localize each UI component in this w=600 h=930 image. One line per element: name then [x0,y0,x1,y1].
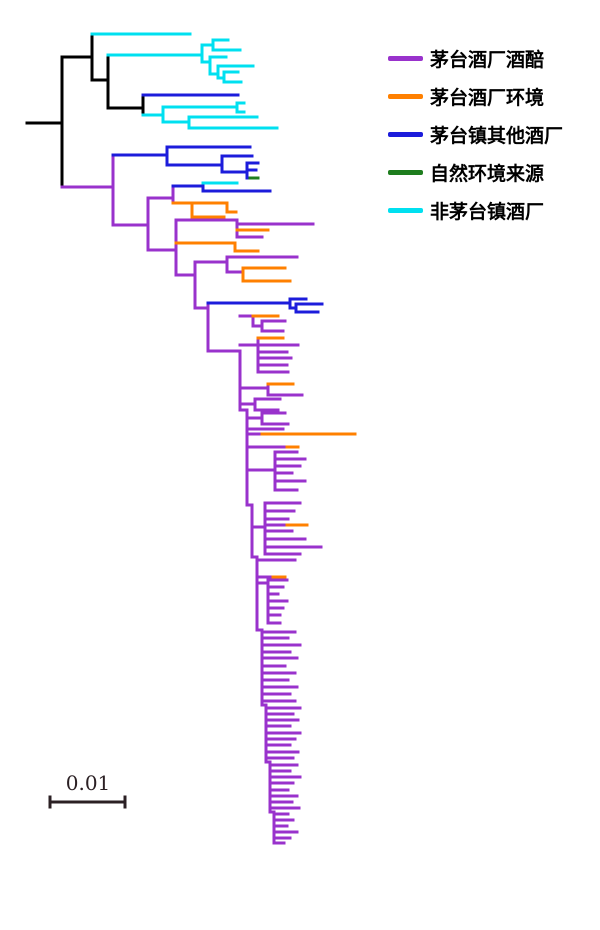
legend-item-label: 茅台酒厂环境 [430,86,545,109]
scale-bar-label: 0.01 [65,771,111,795]
legend-item-maotai-distillery-environment: 茅台酒厂环境 [388,77,563,115]
legend-item-natural-environment-source: 自然环境来源 [388,153,563,191]
legend-color-line-cyan [388,207,423,213]
legend-color-line-purple [388,55,423,61]
legend-item-maotai-distillery-jiupei: 茅台酒厂酒醅 [388,39,563,77]
legend-item-other-maotai-town-distilleries: 茅台镇其他酒厂 [388,115,563,153]
legend-color-line-orange [388,93,423,99]
legend-color-line-blue [388,131,423,137]
legend: 茅台酒厂酒醅 茅台酒厂环境 茅台镇其他酒厂 自然环境来源 非茅台镇酒厂 [388,39,563,229]
legend-item-label: 非茅台镇酒厂 [430,200,545,223]
legend-item-label: 自然环境来源 [430,162,545,185]
legend-item-label: 茅台镇其他酒厂 [430,124,564,147]
legend-item-label: 茅台酒厂酒醅 [430,48,545,71]
legend-item-non-maotai-town-distilleries: 非茅台镇酒厂 [388,191,563,229]
legend-color-line-green [388,169,423,175]
